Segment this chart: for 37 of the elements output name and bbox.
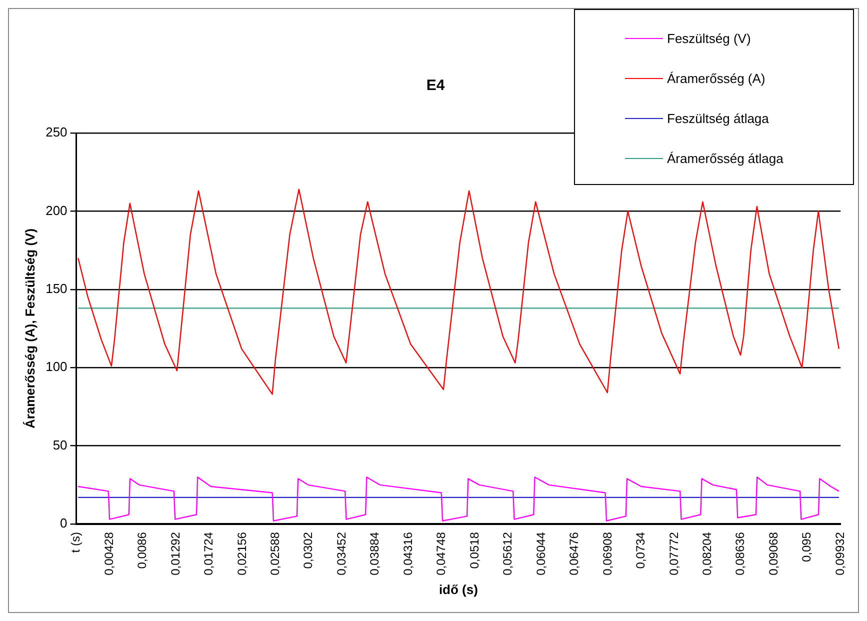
x-tick-label: 0,0734 <box>634 532 648 569</box>
x-tick-label: 0,08636 <box>733 532 748 576</box>
x-tick-label: 0,01724 <box>202 532 216 576</box>
x-tick-label: 0,06476 <box>567 532 582 576</box>
y-tick-label: 150 <box>46 280 68 296</box>
x-tick-label: t (s) <box>68 532 83 553</box>
x-tick-label: 0,09932 <box>832 532 847 576</box>
x-tick-label: 0,0302 <box>301 532 316 569</box>
x-tick-label: 0,06908 <box>600 532 614 576</box>
y-tick-label: 50 <box>52 437 68 452</box>
y-tick-label: 100 <box>46 359 68 374</box>
x-tick-label: 0,02588 <box>268 532 282 576</box>
chart-title: E4 <box>426 77 446 94</box>
y-tick-label: 250 <box>46 124 68 140</box>
x-tick-label: 0,00428 <box>102 532 116 576</box>
legend-label: Feszültség átlaga <box>667 110 769 126</box>
x-tick-label: 0,08204 <box>700 532 714 576</box>
x-axis-title: idő (s) <box>438 582 478 597</box>
x-tick-label: 0,05612 <box>500 532 515 576</box>
legend-label: Áramerősség (A) <box>667 70 766 86</box>
x-tick-label: 0,01292 <box>168 532 182 576</box>
legend-label: Áramerősség átlaga <box>667 150 784 166</box>
x-tick-label: 0,04748 <box>434 532 448 576</box>
x-tick-label: 0,02156 <box>234 532 249 576</box>
x-tick-label: 0,095 <box>800 532 814 562</box>
x-tick-label: 0,03452 <box>334 532 348 576</box>
x-tick-label: 0,04316 <box>400 532 415 576</box>
y-axis-title: Áramerősség (A), Feszültség (V) <box>22 228 38 429</box>
x-tick-label: 0,0086 <box>135 532 150 569</box>
x-tick-label: 0,03884 <box>368 532 382 576</box>
x-tick-label: 0,07772 <box>666 532 681 576</box>
y-tick-label: 0 <box>60 516 68 531</box>
legend-label: Feszültség (V) <box>667 30 751 46</box>
y-tick-label: 200 <box>46 202 68 218</box>
x-tick-label: 0,06044 <box>534 532 548 576</box>
x-tick-label: 0,09068 <box>766 532 780 576</box>
x-tick-label: 0,0518 <box>467 532 482 569</box>
